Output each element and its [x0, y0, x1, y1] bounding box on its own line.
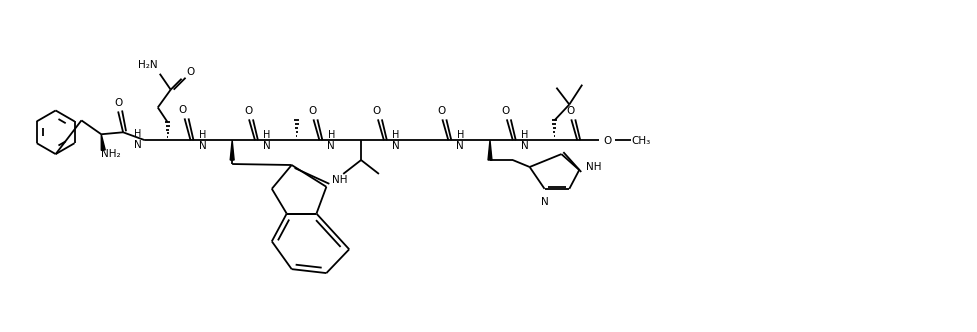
Text: O: O	[372, 107, 381, 117]
Text: N: N	[540, 197, 548, 207]
Polygon shape	[488, 140, 491, 160]
Text: O: O	[437, 107, 446, 117]
Text: N: N	[198, 141, 206, 151]
Text: N: N	[521, 141, 528, 151]
Text: N: N	[456, 141, 464, 151]
Text: CH₃: CH₃	[630, 136, 650, 146]
Text: NH: NH	[586, 162, 601, 172]
Text: N: N	[327, 141, 335, 151]
Text: O: O	[566, 107, 573, 117]
Text: NH₂: NH₂	[102, 149, 121, 159]
Text: H: H	[134, 129, 142, 139]
Text: H: H	[521, 130, 528, 140]
Text: O: O	[178, 106, 187, 116]
Text: H₂N: H₂N	[138, 60, 157, 70]
Text: N: N	[263, 141, 271, 151]
Polygon shape	[102, 134, 106, 150]
Text: H: H	[263, 130, 271, 140]
Text: O: O	[114, 98, 122, 108]
Text: H: H	[392, 130, 399, 140]
Text: O: O	[187, 67, 194, 77]
Text: H: H	[327, 130, 335, 140]
Polygon shape	[230, 140, 234, 160]
Text: N: N	[392, 141, 400, 151]
Text: NH: NH	[331, 175, 347, 185]
Text: O: O	[243, 107, 252, 117]
Text: H: H	[456, 130, 463, 140]
Text: O: O	[602, 136, 611, 146]
Text: O: O	[308, 107, 317, 117]
Text: O: O	[501, 107, 509, 117]
Text: N: N	[134, 140, 142, 150]
Text: H: H	[198, 130, 206, 140]
